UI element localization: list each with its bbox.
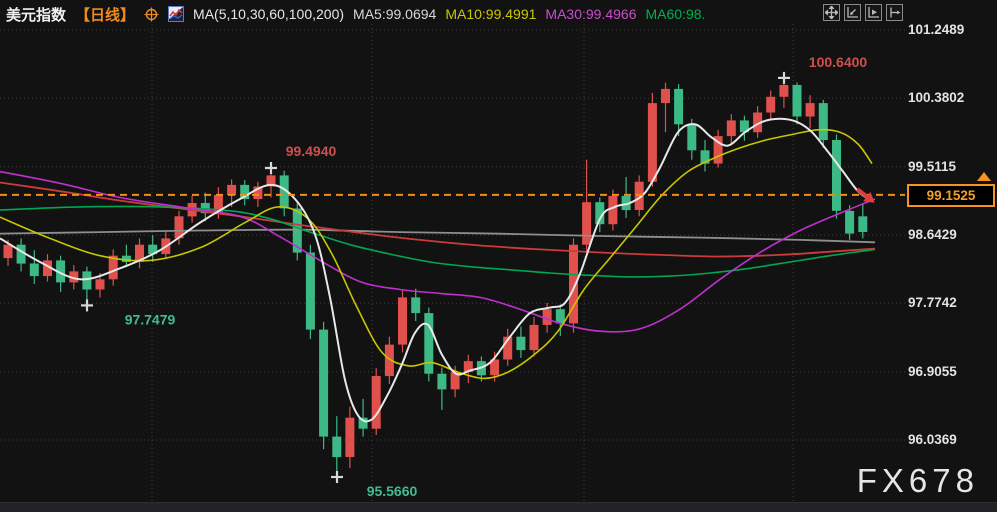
pan-move-icon[interactable] <box>823 4 840 21</box>
candle-body <box>779 85 789 97</box>
candle-body <box>700 150 710 164</box>
candle-body <box>279 175 289 209</box>
candle-body <box>319 329 329 437</box>
candle-body <box>621 195 631 211</box>
candle-body <box>121 255 131 262</box>
latest-price-arrow-icon <box>856 187 875 203</box>
candle-body <box>832 140 841 211</box>
candle-body <box>463 361 473 373</box>
candle-body <box>29 263 39 277</box>
ma-lines-layer <box>0 117 876 423</box>
candle-body <box>674 88 684 125</box>
candle-body <box>16 244 26 264</box>
candle-body <box>516 336 526 351</box>
candle-body <box>529 324 539 351</box>
candle-body <box>358 417 368 429</box>
ma-line-ma60 <box>0 205 876 278</box>
candle-body <box>542 309 552 325</box>
axis-zoom-in-icon[interactable] <box>844 4 861 21</box>
price-up-arrow-icon <box>977 171 991 181</box>
candle-body <box>253 186 263 200</box>
watermark: FX678 <box>856 462 979 499</box>
annotation-high-label: 100.6400 <box>809 54 868 70</box>
candle-body <box>266 175 276 187</box>
candle-body <box>805 103 815 117</box>
candle-body <box>687 124 697 151</box>
candle-body <box>384 344 394 377</box>
candle-body <box>766 96 776 113</box>
candle-body <box>82 271 92 290</box>
chart-header: 美元指数 【日线】 MA(5,10,30,60,100,200) MA5:99.… <box>6 3 705 25</box>
candle-body <box>371 376 381 429</box>
ma-line-ma200 <box>0 228 876 244</box>
candle-body <box>43 260 52 277</box>
crosshair-circle-icon[interactable] <box>144 7 159 22</box>
candle-body <box>739 120 749 133</box>
candle-body <box>213 195 223 214</box>
candle-body <box>661 88 670 104</box>
candle-body <box>56 260 66 283</box>
period-label: 【日线】 <box>75 6 136 24</box>
ma-line-ma30 <box>0 170 876 333</box>
candle-body <box>148 244 158 255</box>
candle-body <box>240 184 250 200</box>
candle-body <box>398 297 407 345</box>
line-chart-icon[interactable] <box>168 6 185 22</box>
candle-body <box>424 313 434 374</box>
ma30-value: MA30:99.4966 <box>545 6 637 22</box>
candle-body <box>345 417 355 457</box>
ma60-value: MA60:98. <box>645 6 706 22</box>
candle-body <box>3 244 13 259</box>
symbol-name: 美元指数 <box>6 6 67 24</box>
ma-line-ma5 <box>0 117 873 423</box>
candle-body <box>305 252 315 330</box>
candle-body <box>845 210 855 234</box>
bottom-scroll-strip[interactable] <box>0 502 997 512</box>
ma-settings-label: MA(5,10,30,60,100,200) <box>193 6 345 22</box>
candle-body <box>503 336 513 360</box>
annotation-low-label: 95.5660 <box>367 483 418 499</box>
candle-body <box>595 202 605 225</box>
candle-body <box>726 120 736 137</box>
candle-body <box>858 216 868 232</box>
candle-body <box>753 112 763 133</box>
candles-layer <box>3 77 868 477</box>
axis-zoom-out-icon[interactable] <box>865 4 882 21</box>
candle-body <box>569 244 578 324</box>
ma-line-ma10 <box>0 128 873 380</box>
candle-body <box>818 103 828 141</box>
go-to-latest-icon[interactable] <box>886 4 903 21</box>
ma-line-ma100 <box>0 181 876 258</box>
candle-body <box>95 279 105 290</box>
annotation-high-label: 99.4940 <box>286 143 337 159</box>
annotations-layer: 99.4940 100.6400 97.7479 95.5660 <box>81 54 875 499</box>
candle-body <box>174 216 184 239</box>
chart-toolbar <box>823 4 903 21</box>
candle-body <box>69 271 79 283</box>
candle-body <box>713 136 723 164</box>
annotation-low-label: 97.7479 <box>125 311 176 327</box>
ma10-value: MA10:99.4991 <box>445 6 537 22</box>
candle-body <box>332 436 342 458</box>
candle-body <box>792 85 802 117</box>
current-price-box: 99.1525 <box>907 183 995 207</box>
candle-body <box>608 195 618 225</box>
candle-body <box>647 103 657 182</box>
candle-body <box>582 202 592 245</box>
candle-body <box>555 309 565 324</box>
candle-body <box>227 184 237 196</box>
candle-body <box>411 297 421 314</box>
ma5-value: MA5:99.0694 <box>353 6 437 22</box>
candle-body <box>490 359 500 376</box>
candle-body <box>450 372 460 390</box>
candle-body <box>108 255 118 280</box>
candle-body <box>437 373 447 390</box>
candle-body <box>135 244 144 262</box>
